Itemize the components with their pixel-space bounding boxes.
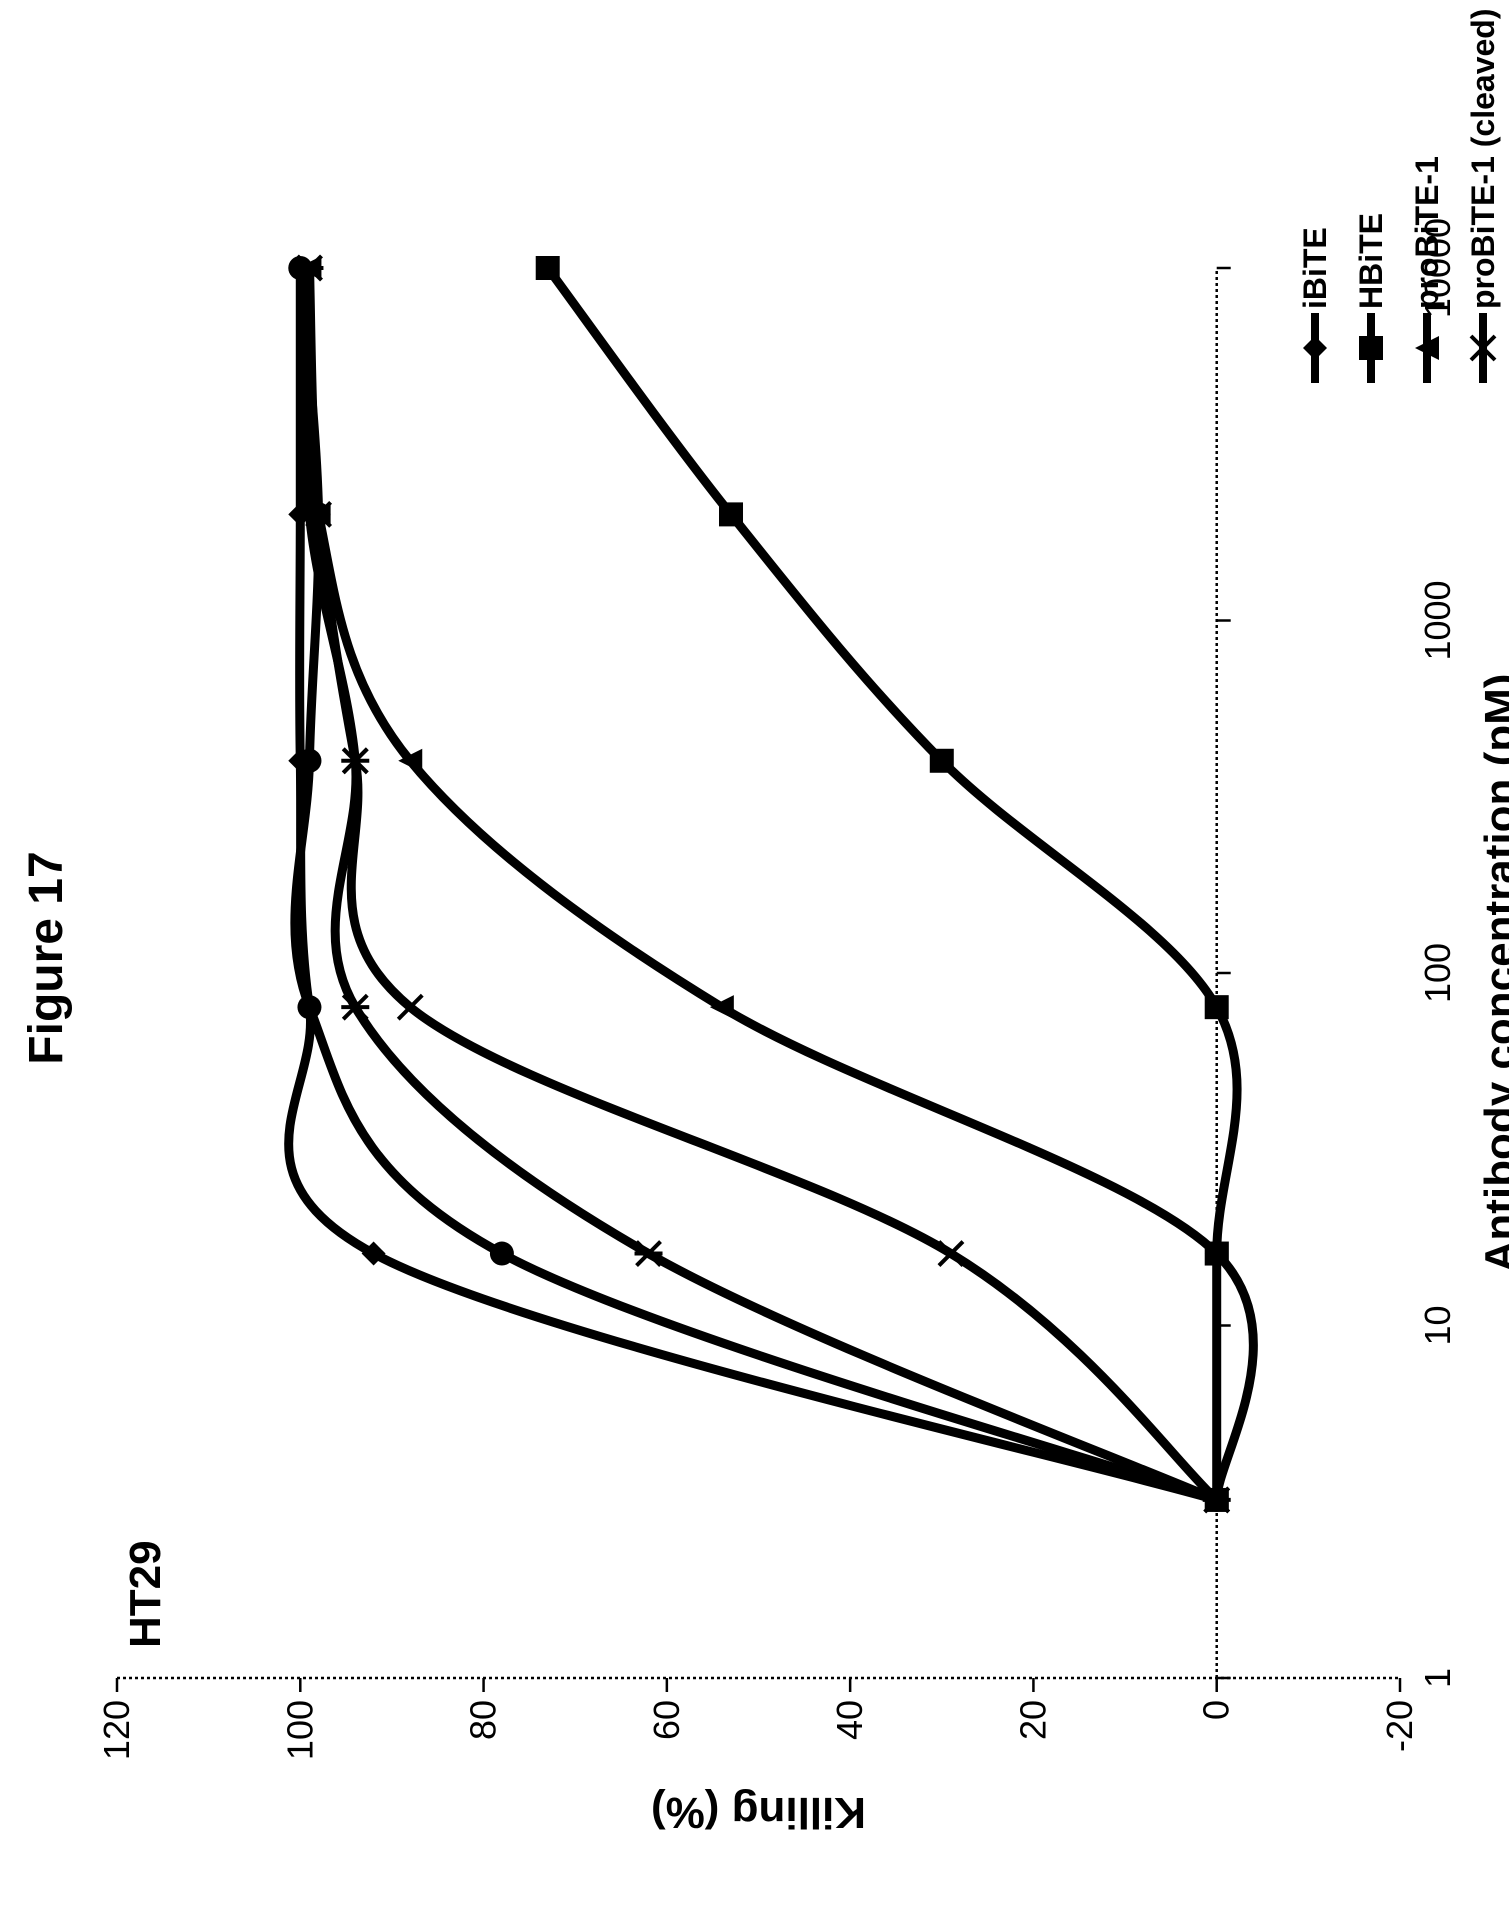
data-point-circle (1204, 1487, 1229, 1512)
series-circle (288, 256, 1229, 1512)
legend-label: HBiTE (1353, 213, 1389, 309)
data-point-diamond (361, 1241, 386, 1266)
figure-title: Figure 17 (20, 851, 73, 1064)
y-tick-label: 20 (1012, 1700, 1053, 1740)
data-point-circle (297, 995, 322, 1020)
data-point-star (634, 1240, 663, 1267)
data-point-triangle (1204, 1241, 1229, 1266)
y-tick-label: -20 (1379, 1700, 1420, 1752)
y-tick-label: 40 (829, 1700, 870, 1740)
cell-line-label: HT29 (121, 1540, 170, 1648)
series-square (535, 256, 1242, 1512)
legend-marker (1359, 336, 1383, 360)
legend-item-x: proBiTE-1 (cleaved) (1465, 8, 1501, 383)
series-line-star (301, 263, 1222, 1505)
legend-label: proBiTE-1 (cleaved) (1465, 8, 1501, 309)
series-line-diamond (284, 263, 1222, 1505)
x-tick-label: 10 (1417, 1305, 1458, 1345)
y-tick-label: 80 (463, 1700, 504, 1740)
y-tick-label: 0 (1196, 1700, 1237, 1720)
y-axis-label: Killing (%) (651, 1788, 866, 1837)
data-point-circle (489, 1241, 514, 1266)
y-tick-label: 60 (646, 1700, 687, 1740)
legend-marker (1415, 336, 1439, 360)
data-point-circle (288, 256, 313, 280)
data-point-x (396, 993, 424, 1021)
legend-item-diamond: iBiTE (1297, 227, 1333, 383)
data-point-square (719, 502, 744, 527)
data-point-x (937, 1240, 965, 1267)
data-point-square (929, 748, 954, 773)
data-point-square (535, 256, 560, 280)
legend-item-square: HBiTE (1353, 213, 1389, 383)
data-point-star (341, 747, 370, 775)
x-tick-label: 100 (1417, 943, 1458, 1003)
data-point-circle (306, 502, 331, 527)
legend-label: iBiTE (1297, 227, 1333, 309)
legend-item-triangle: proBiTE-1 (1409, 156, 1445, 383)
x-tick-label: 10000 (1417, 218, 1458, 318)
data-point-star (341, 993, 370, 1021)
series-layer (284, 254, 1258, 1514)
series-line-circle (290, 263, 1222, 1505)
legend-marker (1303, 336, 1327, 360)
data-point-circle (297, 748, 322, 773)
legend-marker (1469, 334, 1497, 362)
legend-label: proBiTE-1 (1409, 156, 1445, 309)
y-tick-label: 100 (279, 1700, 320, 1760)
y-tick-label: 120 (96, 1700, 137, 1760)
x-tick-label: 1 (1417, 1668, 1458, 1688)
x-axis-label: Antibody concentration (pM) (1476, 674, 1509, 1273)
series-triangle (297, 256, 1258, 1512)
data-point-square (1204, 995, 1229, 1020)
data-point-triangle (398, 748, 423, 773)
data-point-triangle (709, 995, 734, 1020)
x-tick-label: 1000 (1417, 580, 1458, 660)
